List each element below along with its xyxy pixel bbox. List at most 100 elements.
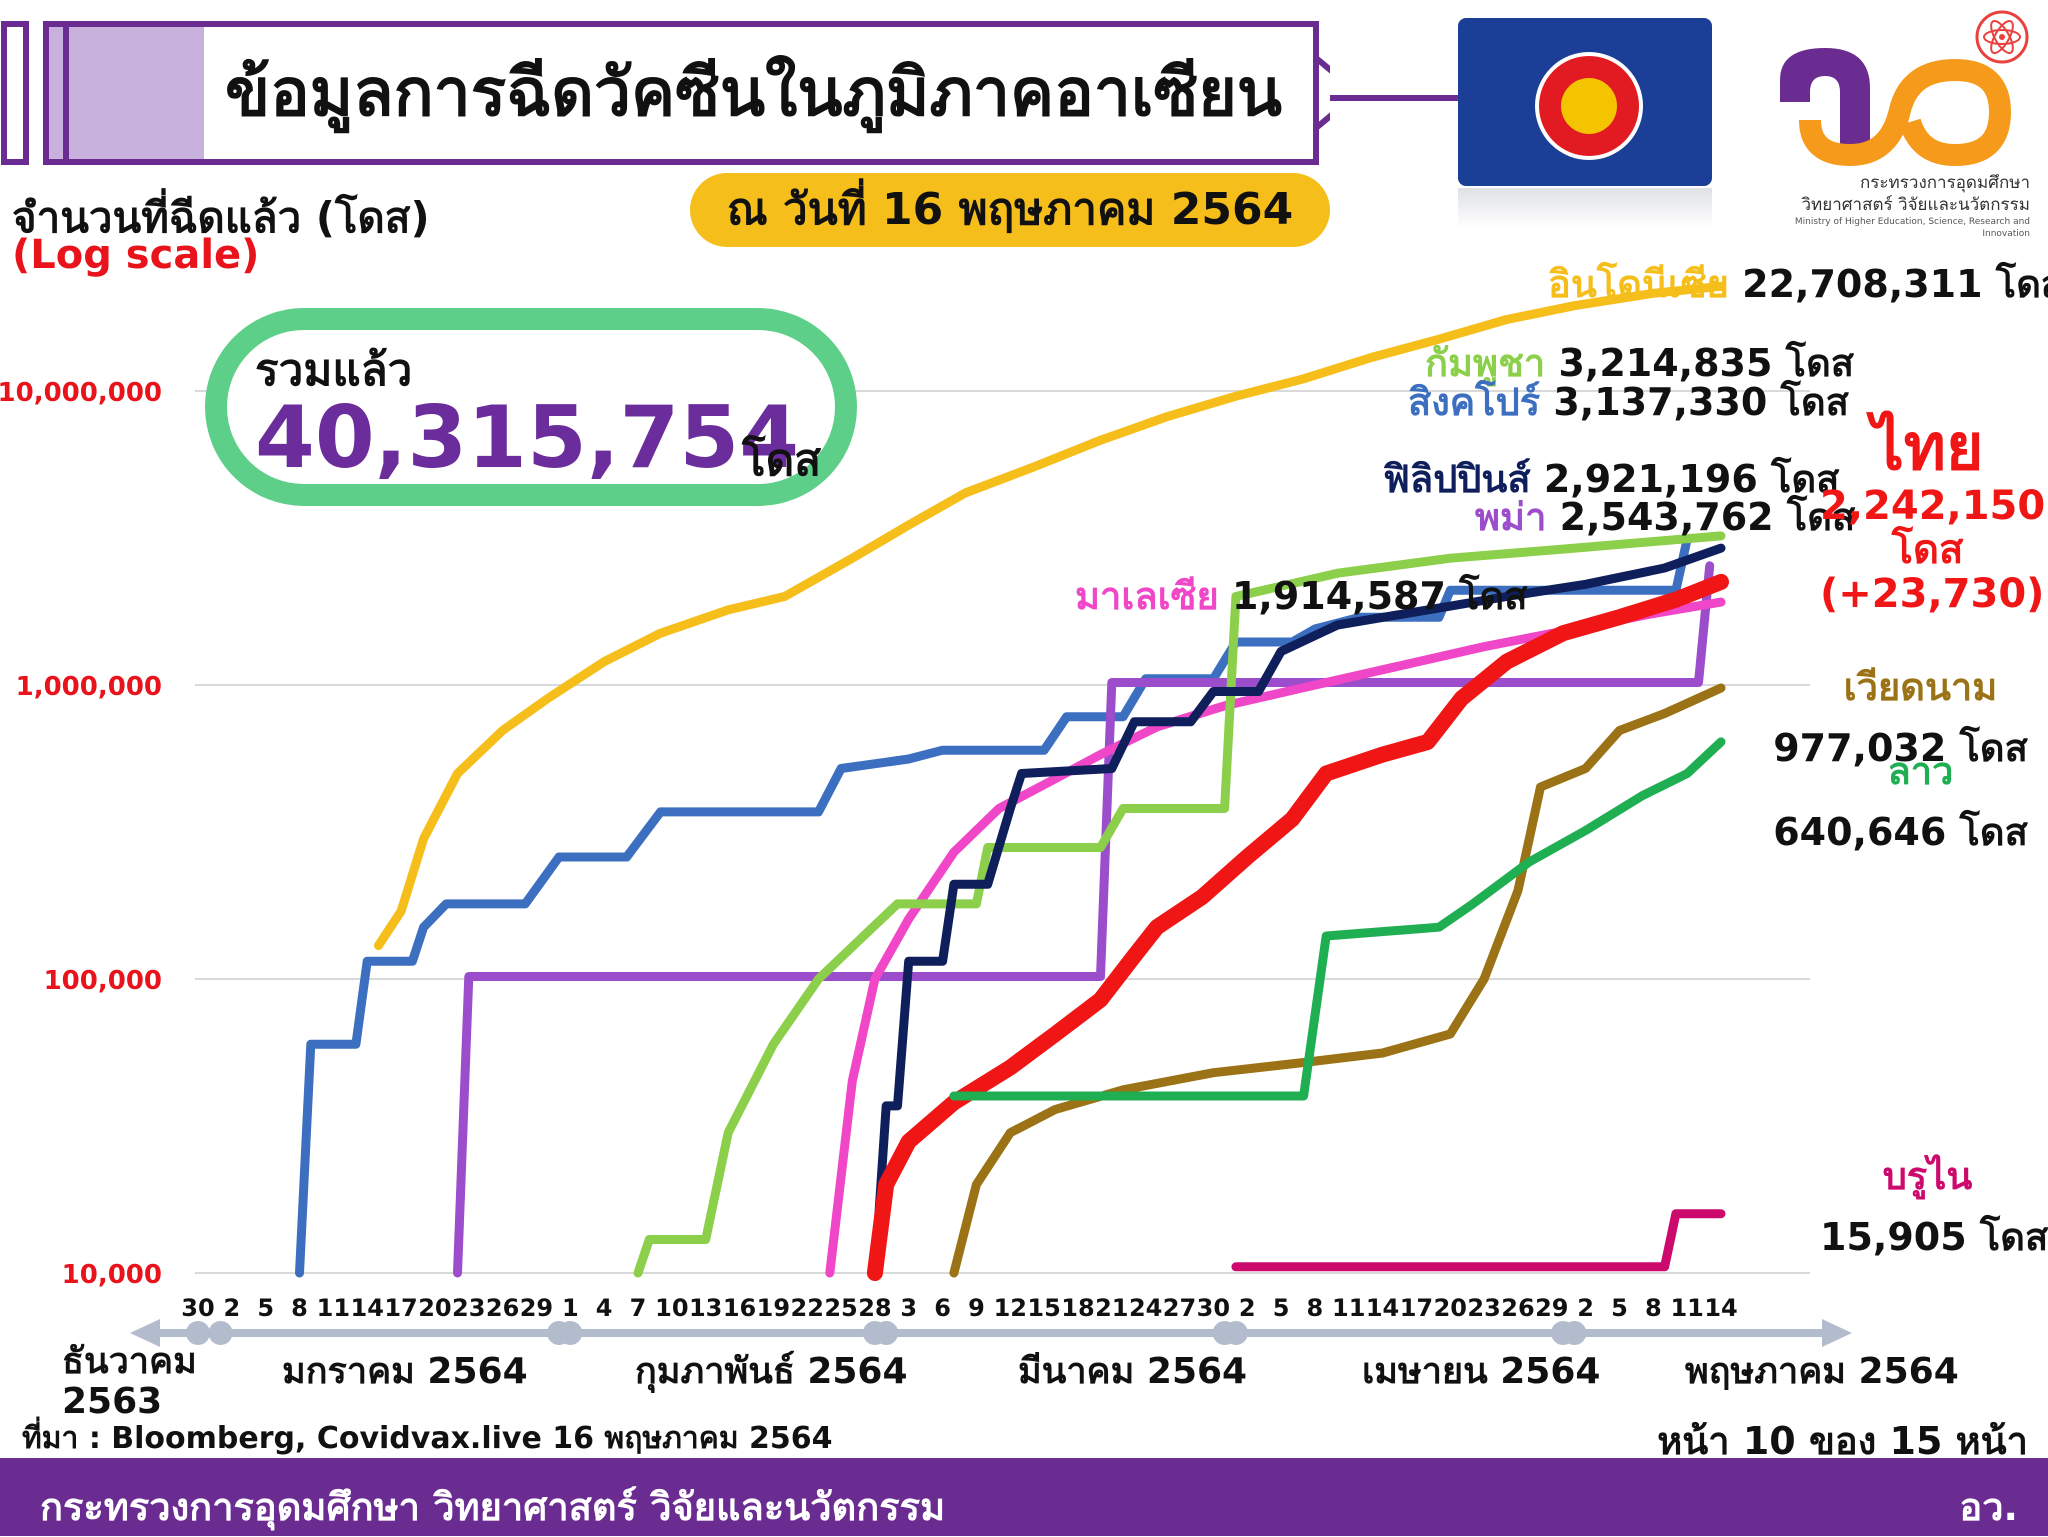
x-tick-label: 11 [1332, 1294, 1365, 1322]
x-tick-label: 10 [655, 1294, 688, 1322]
label-cambodia: กัมพูชา 3,214,835 โดส [1425, 332, 1854, 393]
label-vietnam-name: เวียดนาม [1843, 665, 1998, 709]
label-brunei: บรูไน 15,905 โดส [1820, 1145, 2048, 1267]
label-malaysia: มาเลเซีย 1,914,587 โดส [1075, 565, 1527, 626]
page-indicator: หน้า 10 ของ 15 หน้า [1657, 1419, 2028, 1463]
x-tick-label: 26 [1501, 1294, 1534, 1322]
month-boundary-dot [186, 1321, 210, 1345]
ministry-name-line1: กระทรวงการอุดมศึกษา [1860, 173, 2030, 193]
label-laos: ลาว 640,646 โดส [1773, 740, 2033, 862]
month-label-mar: มีนาคม 2564 [1018, 1351, 1248, 1392]
x-tick-label: 30 [181, 1294, 214, 1322]
flag-reflection [1458, 188, 1712, 228]
footer-abbr: อว. [1959, 1485, 2018, 1529]
label-laos-name: ลาว [1887, 749, 1954, 793]
x-tick-label: 20 [1434, 1294, 1467, 1322]
month-label-dec: ธันวาคม 2563 [62, 1342, 197, 1422]
x-tick-label: 28 [858, 1294, 891, 1322]
series-line [1231, 1209, 1726, 1272]
x-tick-label: 30 [1197, 1294, 1230, 1322]
syringe-header [1, 21, 1330, 165]
x-tick-label: 14 [351, 1294, 384, 1322]
label-indonesia: อินโดนีเซีย 22,708,311 โดส [1548, 253, 2048, 314]
x-axis-arrow-left [130, 1319, 160, 1347]
x-tick-label: 12 [994, 1294, 1027, 1322]
x-tick-label: 1 [562, 1294, 579, 1322]
x-tick-label: 8 [1307, 1294, 1324, 1322]
x-tick-label: 4 [596, 1294, 613, 1322]
label-cambodia-value: 3,214,835 โดส [1558, 341, 1854, 385]
x-tick-label: 22 [791, 1294, 824, 1322]
month-label-apr: เมษายน 2564 [1362, 1351, 1601, 1392]
ministry-name: กระทรวงการอุดมศึกษา วิทยาศาสตร์ วิจัยและ… [1760, 172, 2030, 240]
month-label-may: พฤษภาคม 2564 [1685, 1351, 1959, 1392]
month-dec-name: ธันวาคม [62, 1341, 197, 1382]
total-value: 40,315,754 [255, 388, 800, 488]
series-line [870, 543, 1726, 1278]
month-boundary-dot [1223, 1321, 1248, 1345]
label-vietnam: เวียดนาม 977,032 โดส [1773, 656, 2033, 778]
series-line [949, 683, 1726, 1278]
x-tick-label: 23 [1467, 1294, 1500, 1322]
y-tick-label: 10,000,000 [0, 378, 162, 408]
label-laos-value: 640,646 โดส [1773, 810, 2028, 854]
x-tick-label: 17 [384, 1294, 417, 1322]
series-line [633, 531, 1726, 1278]
x-axis: 30 2 5 8 11 14 17 20 23 26 29 1 4 7 10 13 16 19 22 25 28 3 6 9 1… [130, 1294, 1852, 1347]
series-lines [295, 281, 1729, 1281]
label-singapore-name: สิงคโปร์ [1408, 380, 1541, 424]
month-label-jan: มกราคม 2564 [282, 1351, 528, 1392]
label-thailand-delta: (+23,730) [1820, 571, 2045, 617]
atom-icon [1975, 10, 2029, 64]
x-tick-label: 19 [757, 1294, 790, 1322]
x-tick-label: 23 [452, 1294, 485, 1322]
label-thailand-unit: โดส [1891, 527, 1964, 573]
x-tick-label: 2 [1239, 1294, 1256, 1322]
y-tick-label: 1,000,000 [16, 672, 162, 702]
x-tick-label: 24 [1129, 1294, 1162, 1322]
series-line [374, 281, 1726, 950]
label-myanmar-value: 2,543,762 โดส [1559, 495, 1856, 539]
label-philippines-value: 2,921,196 โดส [1543, 457, 1840, 501]
x-tick-label: 11 [1670, 1294, 1703, 1322]
ministry-name-line2: วิทยาศาสตร์ วิจัยและนวัตกรรม [1801, 195, 2031, 215]
label-vietnam-value: 977,032 โดส [1773, 726, 2028, 770]
label-indonesia-value: 22,708,311 โดส [1742, 262, 2048, 306]
label-myanmar-name: พม่า [1475, 495, 1547, 539]
x-tick-label: 13 [689, 1294, 722, 1322]
month-boundary-dot [558, 1321, 583, 1345]
label-philippines-name: ฟิลิปปินส์ [1383, 457, 1531, 501]
y-axis-title: จำนวนที่ฉีดแล้ว (โดส) [12, 193, 430, 242]
series-line [949, 737, 1726, 1101]
source-note: ที่มา : Bloomberg, Covidvax.live 16 พฤษภ… [22, 1421, 833, 1456]
x-tick-label: 21 [1095, 1294, 1128, 1322]
series-line [825, 597, 1726, 1278]
label-malaysia-value: 1,914,587 โดส [1231, 574, 1528, 618]
x-tick-label: 5 [1611, 1294, 1628, 1322]
x-tick-label: 25 [824, 1294, 857, 1322]
label-thailand-value: 2,242,150 [1820, 483, 2046, 529]
footer-ministry: กระทรวงการอุดมศึกษา วิทยาศาสตร์ วิจัยและ… [40, 1485, 946, 1529]
page-title: ข้อมูลการฉีดวัคซีนในภูมิภาคอาเซียน [225, 54, 1283, 131]
label-philippines: ฟิลิปปินส์ 2,921,196 โดส [1383, 448, 1839, 509]
label-brunei-value: 15,905 โดส [1820, 1215, 2048, 1259]
x-tick-label: 15 [1027, 1294, 1060, 1322]
as-of-date-badge: ณ วันที่ 16 พฤษภาคม 2564 [690, 173, 1330, 247]
asean-flag-icon [1458, 18, 1712, 186]
x-tick-label: 8 [1645, 1294, 1662, 1322]
x-tick-label: 14 [1366, 1294, 1399, 1322]
x-tick-label: 2 [223, 1294, 240, 1322]
x-tick-label: 5 [1273, 1294, 1290, 1322]
month-label-feb: กุมภาพันธ์ 2564 [635, 1351, 908, 1392]
label-myanmar: พม่า 2,543,762 โดส [1475, 486, 1855, 547]
y-axis-tick-labels: 10,000 100,000 1,000,000 10,000,000 [0, 378, 162, 1290]
x-tick-label: 29 [520, 1294, 553, 1322]
series-line [453, 561, 1715, 1278]
label-brunei-name: บรูไน [1882, 1154, 1973, 1198]
x-tick-label: 27 [1163, 1294, 1196, 1322]
syringe-needle [1330, 95, 1470, 101]
x-tick-label: 20 [418, 1294, 451, 1322]
label-thailand-name: ไทย [1871, 411, 1984, 485]
x-tick-label: 7 [630, 1294, 647, 1322]
x-tick-label: 26 [486, 1294, 519, 1322]
